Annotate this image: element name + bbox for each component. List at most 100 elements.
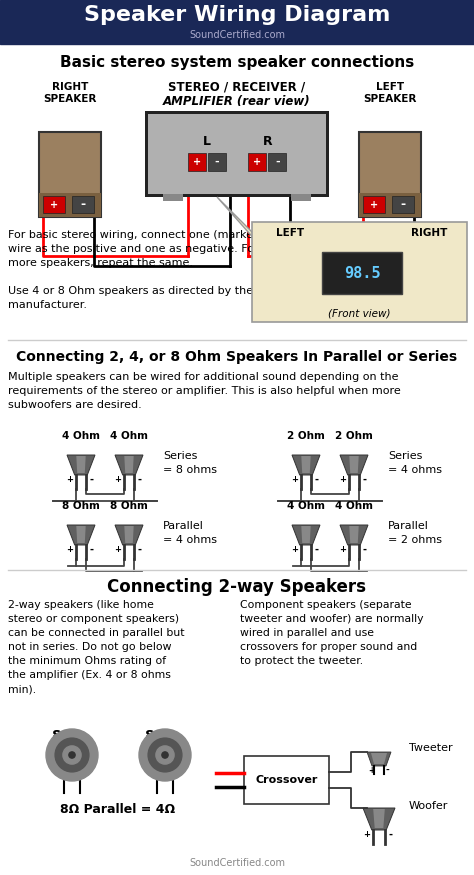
Text: Connecting 2, 4, or 8 Ohm Speakers In Parallel or Series: Connecting 2, 4, or 8 Ohm Speakers In Pa…	[17, 350, 457, 364]
Circle shape	[63, 746, 81, 764]
Text: Use 4 or 8 Ohm speakers as directed by the
manufacturer.: Use 4 or 8 Ohm speakers as directed by t…	[8, 286, 253, 310]
Polygon shape	[67, 455, 95, 475]
Bar	[39, 131, 101, 216]
Bar	[244, 756, 329, 804]
Polygon shape	[76, 456, 86, 473]
Circle shape	[55, 738, 89, 772]
Polygon shape	[349, 526, 359, 543]
Text: R: R	[263, 135, 272, 148]
Bar	[291, 194, 311, 201]
Circle shape	[279, 266, 295, 282]
Circle shape	[410, 252, 454, 296]
Text: Speaker Wiring Diagram: Speaker Wiring Diagram	[84, 5, 390, 25]
Text: Multiple speakers can be wired for additional sound depending on the
requirement: Multiple speakers can be wired for addit…	[8, 372, 401, 410]
Text: 8Ω Parallel = 4Ω: 8Ω Parallel = 4Ω	[61, 803, 175, 816]
Bar	[163, 194, 183, 201]
Text: L: L	[203, 135, 211, 148]
Circle shape	[139, 729, 191, 781]
Text: +: +	[114, 475, 121, 484]
Text: -: -	[314, 545, 319, 555]
Text: +: +	[192, 157, 201, 167]
Polygon shape	[76, 526, 86, 543]
Text: SoundCertified.com: SoundCertified.com	[189, 858, 285, 868]
Text: 8 Ohm: 8 Ohm	[110, 501, 148, 511]
Text: -: -	[214, 157, 219, 167]
Text: Connecting 2-way Speakers: Connecting 2-way Speakers	[108, 578, 366, 596]
Text: SoundCertified.com: SoundCertified.com	[189, 30, 285, 40]
Polygon shape	[363, 808, 395, 830]
Text: -: -	[275, 157, 280, 167]
Text: 4 Ohm: 4 Ohm	[287, 501, 325, 511]
Text: (Front view): (Front view)	[328, 309, 391, 319]
Polygon shape	[373, 809, 385, 828]
Text: Basic stereo system speaker connections: Basic stereo system speaker connections	[60, 54, 414, 69]
Bar	[363, 196, 385, 213]
Bar	[322, 252, 402, 294]
Text: 98.5: 98.5	[344, 265, 380, 281]
Text: 2 Ohm: 2 Ohm	[287, 431, 325, 441]
Text: -: -	[314, 475, 319, 485]
Polygon shape	[349, 456, 359, 473]
Text: 8Ω: 8Ω	[51, 729, 73, 743]
Circle shape	[265, 252, 309, 296]
Text: -: -	[362, 545, 366, 555]
Bar	[208, 153, 226, 171]
Text: -: -	[89, 475, 93, 485]
Text: -: -	[362, 475, 366, 485]
Text: Parallel
= 2 ohms: Parallel = 2 ohms	[388, 522, 442, 544]
Text: Series
= 8 ohms: Series = 8 ohms	[163, 452, 217, 474]
Text: AMPLIFIER (rear view): AMPLIFIER (rear view)	[163, 95, 311, 108]
Text: Parallel
= 4 ohms: Parallel = 4 ohms	[163, 522, 217, 544]
Text: -: -	[89, 545, 93, 555]
Circle shape	[284, 271, 290, 276]
Bar	[252, 222, 467, 322]
Bar	[392, 196, 414, 213]
Bar	[268, 153, 286, 171]
Text: +: +	[114, 545, 121, 554]
Text: -: -	[137, 545, 141, 555]
Text: 2-way speakers (like home
stereo or component speakers)
can be connected in para: 2-way speakers (like home stereo or comp…	[8, 600, 184, 694]
Circle shape	[156, 746, 174, 764]
Bar	[359, 192, 421, 216]
Bar	[148, 114, 326, 194]
Circle shape	[418, 260, 447, 288]
Polygon shape	[124, 456, 134, 473]
Text: +: +	[253, 157, 261, 167]
Polygon shape	[124, 526, 134, 543]
Text: 8 Ohm: 8 Ohm	[62, 501, 100, 511]
Circle shape	[273, 260, 301, 288]
Text: +: +	[66, 475, 73, 484]
Text: Woofer: Woofer	[409, 801, 448, 811]
Circle shape	[424, 266, 440, 282]
Circle shape	[429, 271, 435, 276]
Polygon shape	[292, 455, 320, 475]
Text: -: -	[80, 198, 85, 211]
Text: -: -	[388, 830, 392, 840]
Polygon shape	[67, 525, 95, 545]
Text: +: +	[291, 475, 298, 484]
Bar	[72, 196, 94, 213]
Circle shape	[46, 729, 98, 781]
Text: LEFT
SPEAKER: LEFT SPEAKER	[363, 82, 417, 104]
Bar	[43, 196, 64, 213]
Polygon shape	[340, 525, 368, 545]
Circle shape	[69, 752, 75, 758]
Bar	[248, 153, 266, 171]
Polygon shape	[301, 526, 310, 543]
Text: 8Ω: 8Ω	[144, 729, 166, 743]
Text: RIGHT
SPEAKER: RIGHT SPEAKER	[43, 82, 97, 104]
Text: STEREO / RECEIVER /: STEREO / RECEIVER /	[168, 80, 306, 93]
Polygon shape	[115, 455, 143, 475]
Bar	[188, 153, 206, 171]
Polygon shape	[292, 525, 320, 545]
Polygon shape	[217, 197, 257, 242]
Polygon shape	[371, 753, 387, 764]
Text: +: +	[50, 200, 58, 210]
Polygon shape	[340, 455, 368, 475]
Polygon shape	[367, 752, 391, 766]
Polygon shape	[115, 525, 143, 545]
Text: +: +	[339, 545, 346, 554]
Text: +: +	[363, 830, 370, 839]
Text: 4 Ohm: 4 Ohm	[62, 431, 100, 441]
Bar	[359, 131, 421, 216]
